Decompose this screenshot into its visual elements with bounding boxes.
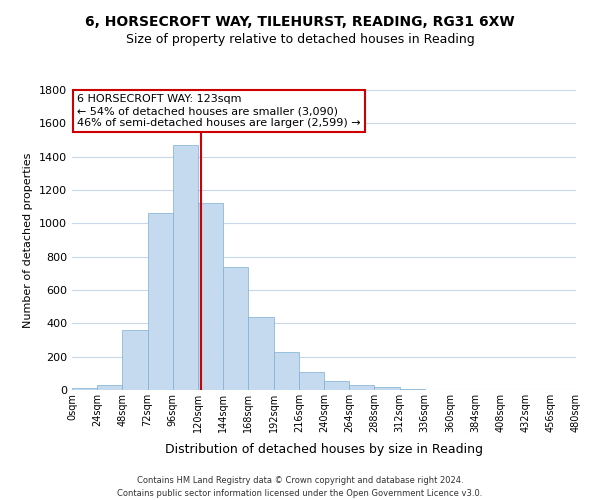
Bar [122, 330, 148, 390]
X-axis label: Distribution of detached houses by size in Reading: Distribution of detached houses by size … [165, 443, 483, 456]
Bar [97, 385, 122, 390]
Bar [324, 381, 349, 390]
Text: 6, HORSECROFT WAY, TILEHURST, READING, RG31 6XW: 6, HORSECROFT WAY, TILEHURST, READING, R… [85, 15, 515, 29]
Bar [299, 372, 324, 390]
Y-axis label: Number of detached properties: Number of detached properties [23, 152, 34, 328]
Bar [198, 204, 223, 390]
Bar [223, 266, 248, 390]
Text: 6 HORSECROFT WAY: 123sqm
← 54% of detached houses are smaller (3,090)
46% of sem: 6 HORSECROFT WAY: 123sqm ← 54% of detach… [77, 94, 361, 128]
Bar [349, 385, 374, 390]
Bar [400, 388, 425, 390]
Bar [72, 388, 97, 390]
Bar [173, 145, 198, 390]
Bar [374, 387, 400, 390]
Bar [248, 316, 274, 390]
Bar [148, 214, 173, 390]
Bar [274, 352, 299, 390]
Text: Size of property relative to detached houses in Reading: Size of property relative to detached ho… [125, 32, 475, 46]
Text: Contains HM Land Registry data © Crown copyright and database right 2024.
Contai: Contains HM Land Registry data © Crown c… [118, 476, 482, 498]
